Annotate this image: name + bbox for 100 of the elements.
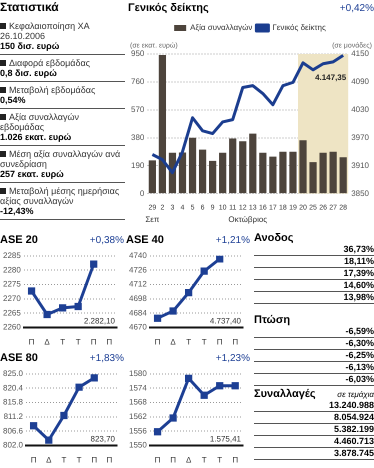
y-tick-label: 1568 xyxy=(129,398,148,407)
point xyxy=(185,289,192,296)
x-tick-label: Τ xyxy=(76,337,81,346)
bar xyxy=(299,140,307,194)
y-tick-label: 4670 xyxy=(129,322,148,332)
y-tick-label: 4712 xyxy=(129,280,148,289)
x-tick-label: Π xyxy=(106,455,113,464)
point xyxy=(216,256,224,262)
text: Πτώση xyxy=(254,314,290,326)
annotation: 2.282,10 xyxy=(84,316,116,326)
bar xyxy=(249,134,256,194)
y-tick-label: 2265 xyxy=(3,308,22,318)
y-tick-label: 811.2 xyxy=(4,412,24,421)
point xyxy=(90,374,98,382)
text: -6,30% xyxy=(254,338,374,350)
chart-subtitle: +1,83% xyxy=(90,352,124,364)
x-tick-label: Τ xyxy=(202,455,207,464)
text: 3.878.745 xyxy=(254,448,374,460)
y-tick-label: 760 xyxy=(130,77,145,86)
legend-label: Γενικός δείκτης xyxy=(272,23,326,32)
point xyxy=(45,436,52,444)
bar xyxy=(259,152,266,194)
x-tick-label: Δ xyxy=(44,337,50,346)
y-tick-label: 2280 xyxy=(3,265,22,274)
text: -6,03% xyxy=(254,374,374,386)
bar xyxy=(309,162,317,194)
text: 8.054.924 xyxy=(254,412,374,424)
point xyxy=(154,314,162,322)
x-tick-label: Τ xyxy=(60,337,66,346)
text: Συναλλαγές xyxy=(254,388,316,400)
bar xyxy=(319,152,327,194)
text: Μεταβολή εβδομάδας xyxy=(8,85,96,95)
x-tick-label: Π xyxy=(154,455,161,464)
bar xyxy=(188,138,196,194)
point xyxy=(232,382,239,390)
text: -6,25% xyxy=(254,350,374,362)
text: σε τεμάχια xyxy=(337,390,374,399)
y-tick-label: 4740 xyxy=(129,251,148,260)
bar xyxy=(229,138,236,194)
x-tick-label: Π xyxy=(28,337,35,346)
y-tick-label: 570 xyxy=(130,105,145,114)
x-tick-label: Τ xyxy=(202,337,207,346)
y-tick-label: 1580 xyxy=(129,369,148,378)
point xyxy=(185,374,192,382)
y-tick-label: 820.4 xyxy=(2,383,24,392)
point xyxy=(59,304,66,312)
text: 1.026 εκατ. ευρώ xyxy=(0,132,72,142)
y-tick-label: 1556 xyxy=(129,426,148,436)
chart-subtitle: +0,42% xyxy=(340,2,374,14)
point xyxy=(154,428,162,436)
text: 13.240.988 xyxy=(254,400,374,412)
y-tick-label: 2260 xyxy=(3,322,22,332)
point xyxy=(200,392,208,399)
text: 18,11% xyxy=(254,256,374,268)
point xyxy=(60,412,68,420)
chart-subtitle: +1,21% xyxy=(216,234,250,246)
point xyxy=(200,268,208,275)
chart-subtitle: +1,23% xyxy=(216,352,250,364)
text: -6,59% xyxy=(254,326,374,338)
bar xyxy=(148,160,156,194)
x-tick-label: Δ xyxy=(46,455,52,464)
x-tick-label: Π xyxy=(232,337,238,346)
x-tick-label: Τ xyxy=(186,337,192,346)
x-tick-label: Π xyxy=(232,455,238,464)
chart-title: ASE 20 xyxy=(0,234,38,246)
y2-tick-label: 3850 xyxy=(351,188,370,198)
y-tick-label: 2270 xyxy=(3,294,22,303)
text: 17,39% xyxy=(254,268,374,280)
y-tick-label: 1550 xyxy=(129,440,148,450)
point xyxy=(216,382,224,390)
y-tick-label: 2285 xyxy=(3,251,22,260)
text: 5.382.199 xyxy=(254,424,374,436)
chart-subtitle: +0,38% xyxy=(90,234,124,246)
x-tick-label: Π xyxy=(30,455,37,464)
text: 36,73% xyxy=(254,244,374,256)
point xyxy=(30,422,38,430)
x-tick-label: Τ xyxy=(76,455,82,464)
y-tick-label: 4698 xyxy=(129,294,148,303)
bar xyxy=(330,152,337,194)
text: Ανοδος xyxy=(254,232,294,244)
bar xyxy=(279,152,287,194)
text: 257 εκατ. ευρώ xyxy=(0,169,65,179)
text: -12,43% xyxy=(0,206,35,216)
text: 4.460.713 xyxy=(254,436,374,448)
text: Διαφορά εβδομάδας xyxy=(8,58,92,68)
bar xyxy=(219,152,226,194)
chart-title: Γενικός δείκτης xyxy=(128,2,209,14)
text: Σεπ xyxy=(145,215,160,224)
point xyxy=(28,287,36,295)
text: 150 δισ. ευρώ xyxy=(0,41,60,51)
point xyxy=(43,310,51,318)
chart-title: ASE 80 xyxy=(0,352,38,364)
y-tick-label: 2275 xyxy=(3,280,22,289)
y-tick-label: 4726 xyxy=(129,265,148,274)
point xyxy=(169,414,177,422)
x-tick-label: Π xyxy=(90,337,97,346)
point xyxy=(169,307,177,315)
annotation: 4.737,40 xyxy=(210,316,242,326)
text: 14,60% xyxy=(254,280,374,292)
y2-tick-label: 3970 xyxy=(351,132,370,142)
